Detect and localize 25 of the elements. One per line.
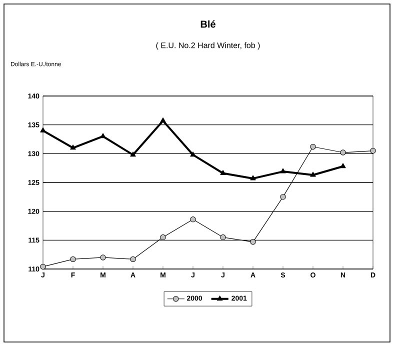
- point: [250, 239, 256, 245]
- point: [340, 163, 346, 168]
- point: [310, 144, 316, 150]
- chart-title: Blé: [200, 20, 216, 28]
- point: [280, 194, 286, 200]
- point: [130, 152, 136, 157]
- point: [160, 118, 166, 123]
- point: [190, 152, 196, 157]
- point: [40, 127, 46, 132]
- point: [340, 150, 346, 156]
- point: [220, 234, 226, 240]
- point: [250, 175, 256, 180]
- point: [160, 234, 166, 240]
- point: [100, 133, 106, 138]
- point: [70, 256, 76, 262]
- chart-subtitle: ( E.U. No.2 Hard Winter, fob ): [156, 42, 260, 50]
- point: [40, 264, 46, 270]
- point: [100, 254, 106, 260]
- point: [70, 144, 76, 150]
- point: [280, 168, 286, 174]
- point: [220, 170, 226, 176]
- point: [130, 256, 136, 262]
- point: [310, 172, 316, 177]
- point: [370, 148, 376, 154]
- point: [190, 216, 196, 222]
